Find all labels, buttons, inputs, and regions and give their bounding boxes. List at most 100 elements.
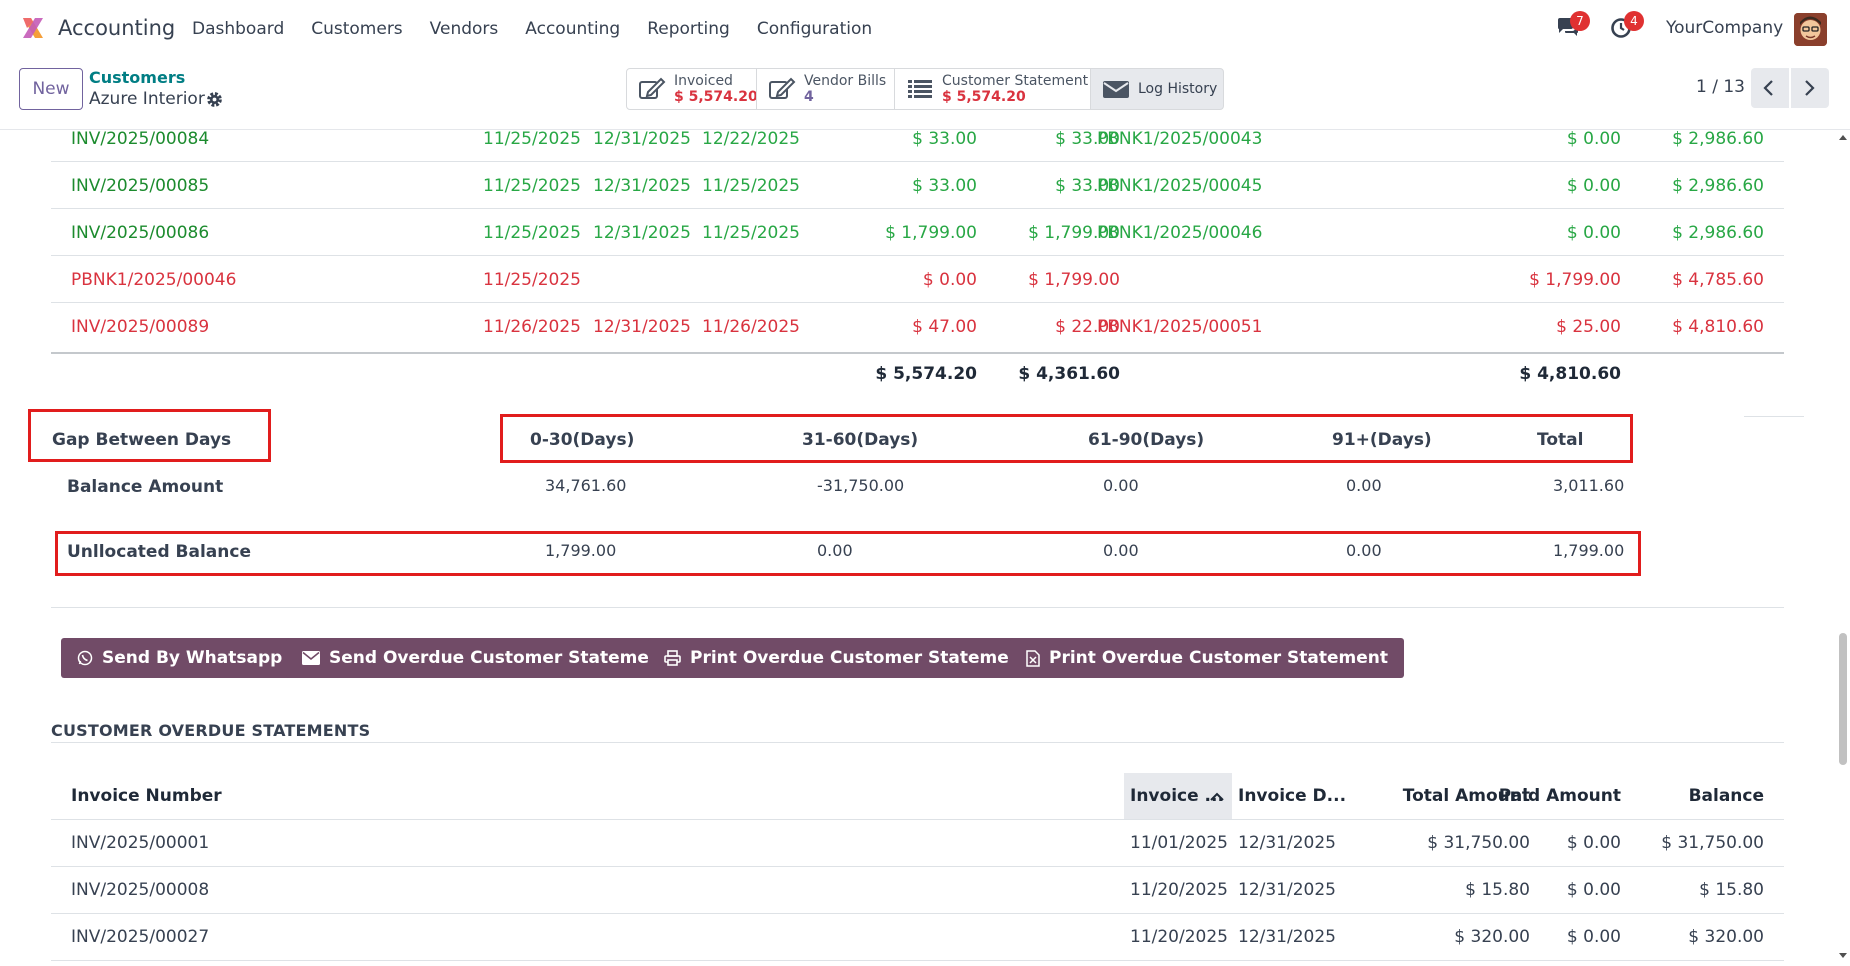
- overdue-due-date: 12/31/2025: [1238, 880, 1336, 900]
- row-total: $ 47.00: [912, 317, 977, 337]
- header-invoice-date[interactable]: Invoice ...: [1130, 786, 1224, 806]
- header-invoice-due-date[interactable]: Invoice D...: [1238, 786, 1347, 806]
- log-history-smart-button[interactable]: Log History: [1090, 68, 1224, 110]
- print-overdue-statement-xls-button[interactable]: Print Overdue Customer Statement: [1010, 638, 1405, 678]
- totals-total: $ 5,574.20: [875, 364, 977, 384]
- activities-button[interactable]: 4: [1610, 11, 1644, 41]
- overdue-balance: $ 320.00: [1688, 927, 1764, 947]
- vendor-bills-count: 4: [804, 89, 814, 105]
- table-row[interactable]: INV/2025/00008 11/20/2025 12/31/2025 $ 1…: [51, 866, 1784, 914]
- edit-icon: [769, 77, 796, 99]
- activities-badge: 4: [1624, 11, 1644, 31]
- invoiced-value: $ 5,574.20: [674, 89, 758, 105]
- pager-previous-button[interactable]: [1751, 68, 1789, 108]
- row-payment-date: 11/25/2025: [702, 223, 800, 243]
- send-by-whatsapp-button[interactable]: Send By Whatsapp: [61, 638, 299, 678]
- main-menu: Dashboard Customers Vendors Accounting R…: [192, 0, 899, 58]
- user-avatar[interactable]: [1794, 13, 1827, 46]
- overdue-invoice-number: INV/2025/00008: [71, 880, 210, 900]
- menu-configuration[interactable]: Configuration: [756, 19, 873, 39]
- divider: [51, 607, 1784, 608]
- row-balance: $ 25.00: [1556, 317, 1621, 337]
- aging-header-61-90: 61-90(Days): [1088, 430, 1205, 450]
- customer-statement-label: Customer Statement: [942, 73, 1089, 89]
- customer-statement-smart-button[interactable]: Customer Statement $ 5,574.20: [894, 68, 1091, 110]
- table-row[interactable]: INV/2025/00027 11/20/2025 12/31/2025 $ 3…: [51, 913, 1784, 961]
- totals-balance: $ 4,810.60: [1519, 364, 1621, 384]
- whatsapp-icon: [77, 650, 93, 666]
- row-payment-ref: PBNK1/2025/00051: [1097, 317, 1263, 337]
- new-button[interactable]: New: [19, 68, 83, 110]
- aging-header-0-30: 0-30(Days): [530, 430, 635, 450]
- row-reference[interactable]: INV/2025/00086: [71, 223, 210, 243]
- table-row[interactable]: PBNK1/2025/00046 11/25/2025 $ 0.00 $ 1,7…: [51, 256, 1784, 303]
- overdue-total-amount: $ 15.80: [1465, 880, 1530, 900]
- invoiced-label: Invoiced: [674, 73, 733, 89]
- overdue-table-header: Invoice Number Invoice ... Invoice D... …: [51, 772, 1784, 820]
- divider: [1744, 416, 1804, 417]
- table-row[interactable]: INV/2025/00089 11/26/2025 12/31/2025 11/…: [51, 303, 1784, 350]
- menu-reporting[interactable]: Reporting: [647, 19, 730, 39]
- table-row[interactable]: INV/2025/00001 11/01/2025 12/31/2025 $ 3…: [51, 819, 1784, 867]
- app-name[interactable]: Accounting: [58, 16, 176, 40]
- app-logo-icon[interactable]: [20, 15, 46, 41]
- messages-button[interactable]: 7: [1556, 11, 1590, 41]
- send-by-whatsapp-label: Send By Whatsapp: [102, 648, 283, 668]
- unallocated-61-90: 0.00: [1103, 541, 1139, 560]
- balance-total: 3,011.60: [1553, 476, 1625, 495]
- header-invoice-number[interactable]: Invoice Number: [71, 786, 222, 806]
- overdue-due-date: 12/31/2025: [1238, 927, 1336, 947]
- sort-ascending-icon[interactable]: [1210, 792, 1224, 802]
- send-overdue-statement-button[interactable]: Send Overdue Customer Statement: [286, 638, 686, 678]
- overdue-paid-amount: $ 0.00: [1566, 880, 1621, 900]
- print-overdue-statement-xls-label: Print Overdue Customer Statement: [1049, 648, 1389, 668]
- header-paid-amount[interactable]: Paid Amount: [1498, 786, 1621, 806]
- menu-vendors[interactable]: Vendors: [429, 19, 499, 39]
- chevron-left-icon: [1763, 80, 1773, 96]
- row-reference[interactable]: INV/2025/00089: [71, 317, 210, 337]
- menu-customers[interactable]: Customers: [311, 19, 403, 39]
- unallocated-91-plus: 0.00: [1346, 541, 1382, 560]
- header-balance[interactable]: Balance: [1688, 786, 1764, 806]
- row-reference[interactable]: INV/2025/00085: [71, 176, 210, 196]
- header-total-amount[interactable]: Total Amount: [1402, 786, 1530, 806]
- vendor-bills-smart-button[interactable]: Vendor Bills 4: [756, 68, 895, 110]
- row-cumulative-balance: $ 4,785.60: [1672, 270, 1764, 290]
- scrollbar-thumb[interactable]: [1839, 633, 1847, 765]
- row-reference[interactable]: INV/2025/00084: [71, 129, 210, 149]
- menu-dashboard[interactable]: Dashboard: [192, 19, 285, 39]
- chat-icon: [1558, 18, 1578, 36]
- send-overdue-statement-label: Send Overdue Customer Statement: [329, 648, 670, 668]
- table-row[interactable]: INV/2025/00085 11/25/2025 12/31/2025 11/…: [51, 162, 1784, 209]
- gear-icon[interactable]: [206, 91, 223, 108]
- overdue-invoice-number: INV/2025/00001: [71, 833, 210, 853]
- row-total: $ 33.00: [912, 129, 977, 149]
- log-history-label: Log History: [1138, 81, 1218, 97]
- row-paid: $ 1,799.00: [1028, 223, 1120, 243]
- row-reference[interactable]: PBNK1/2025/00046: [71, 270, 237, 290]
- table-row[interactable]: INV/2025/00086 11/25/2025 12/31/2025 11/…: [51, 209, 1784, 256]
- scroll-up-arrow-icon[interactable]: [1838, 133, 1848, 141]
- pager-value[interactable]: 1 / 13: [1696, 77, 1745, 97]
- print-overdue-statement-button[interactable]: Print Overdue Customer Statement: [648, 638, 1046, 678]
- list-icon: [908, 80, 932, 98]
- row-payment-date: 12/22/2025: [702, 129, 800, 149]
- menu-accounting[interactable]: Accounting: [525, 19, 621, 39]
- row-paid: $ 33.00: [1055, 176, 1120, 196]
- highlight-box: [55, 531, 1641, 576]
- scroll-down-arrow-icon[interactable]: [1838, 952, 1848, 960]
- pager-next-button[interactable]: [1791, 68, 1829, 108]
- customer-statement-value: $ 5,574.20: [942, 89, 1026, 105]
- messages-badge: 7: [1570, 11, 1590, 31]
- company-switcher[interactable]: YourCompany: [1666, 18, 1784, 38]
- scrollbar-track[interactable]: [1836, 130, 1850, 966]
- table-row[interactable]: INV/2025/00084 11/25/2025 12/31/2025 12/…: [51, 129, 1784, 162]
- invoiced-smart-button[interactable]: Invoiced $ 5,574.20: [626, 68, 758, 110]
- row-payment-date: 11/26/2025: [702, 317, 800, 337]
- unallocated-total: 1,799.00: [1553, 541, 1625, 560]
- overdue-balance: $ 15.80: [1699, 880, 1764, 900]
- row-invoice-date: 11/25/2025: [483, 129, 581, 149]
- row-total: $ 33.00: [912, 176, 977, 196]
- aging-header-31-60: 31-60(Days): [802, 430, 919, 450]
- breadcrumb-customers[interactable]: Customers: [89, 68, 186, 87]
